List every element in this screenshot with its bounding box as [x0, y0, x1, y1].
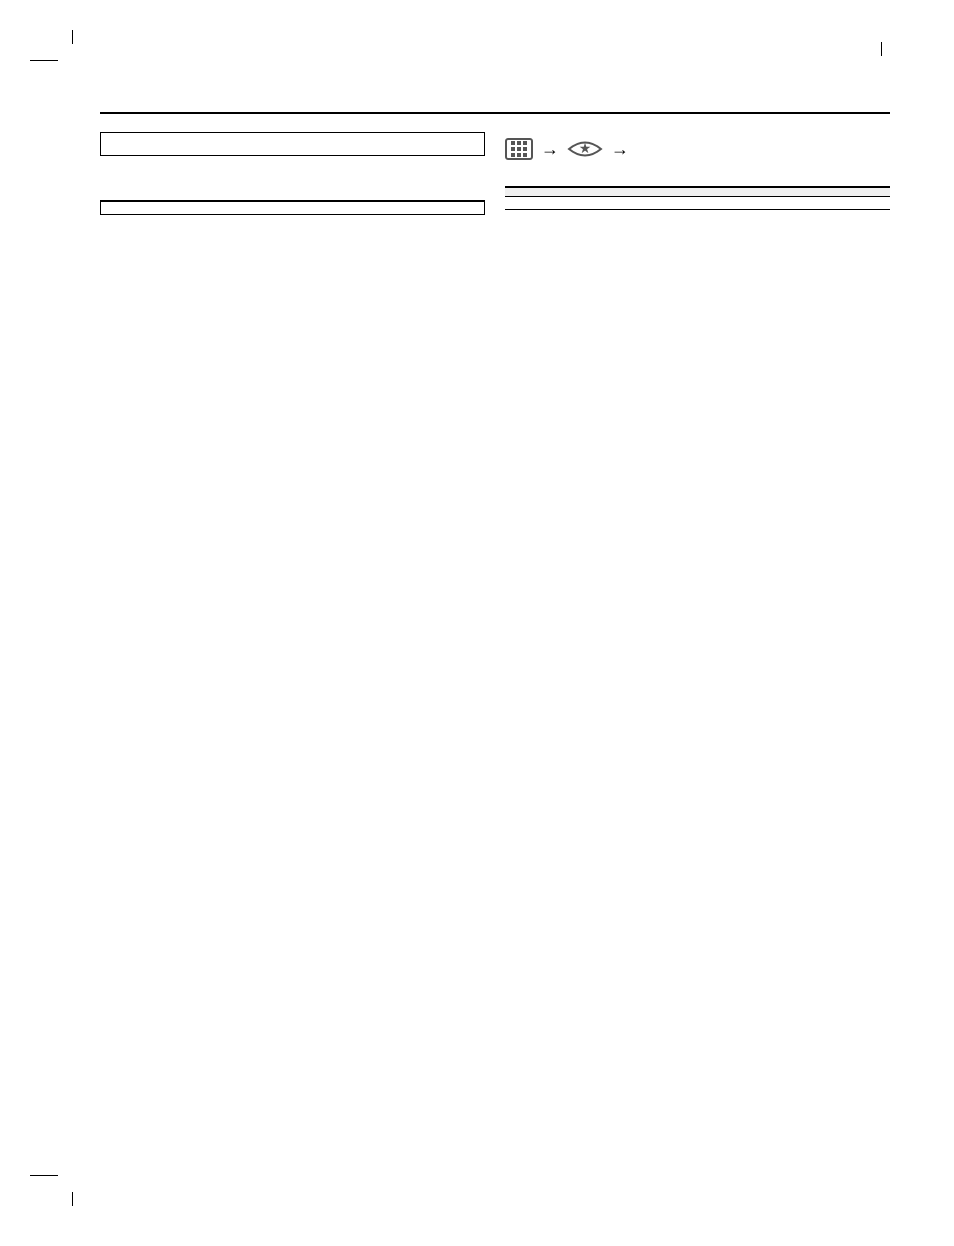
basic-functions-box — [100, 132, 485, 156]
menu-grid-icon — [505, 138, 533, 160]
crop-mark — [72, 30, 73, 44]
arrow-icon: → — [541, 139, 559, 160]
crop-mark — [30, 1175, 58, 1176]
options-open-menu-line — [100, 170, 485, 190]
page-header — [100, 110, 890, 114]
header-strip — [0, 0, 954, 12]
right-column: → ★ → — [505, 132, 890, 228]
nav-path: → ★ → — [505, 138, 890, 160]
crop-mark — [72, 1192, 73, 1206]
star-eye-icon: ★ — [567, 138, 603, 160]
calculator-options-footer — [101, 202, 484, 214]
type-units-table — [505, 186, 890, 210]
page-content: → ★ → — [100, 110, 890, 228]
crop-mark — [881, 42, 882, 56]
svg-text:★: ★ — [579, 140, 592, 156]
left-column — [100, 132, 485, 228]
calculator-options-table — [100, 200, 485, 215]
arrow-icon: → — [611, 139, 629, 160]
crop-mark — [30, 60, 58, 61]
